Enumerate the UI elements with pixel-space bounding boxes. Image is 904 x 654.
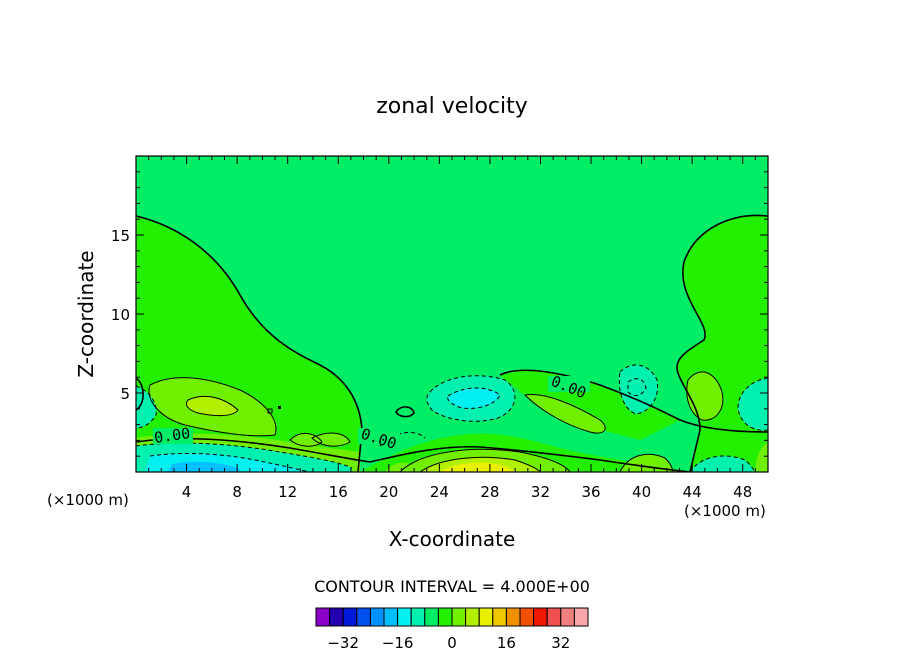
contour-line-neg-edge-left — [136, 385, 157, 429]
colorbar-swatch — [465, 607, 480, 627]
y-axis-ticks: 5 10 15 — [111, 171, 768, 457]
field-region-pos12-left — [186, 396, 238, 416]
x-tick-label: 44 — [683, 483, 702, 501]
contour-line-neg-right — [618, 364, 659, 415]
x-axis-label: X-coordinate — [389, 527, 516, 551]
colorbar-tick-label: 32 — [551, 634, 570, 652]
colorbar-tick-label: −16 — [382, 634, 414, 652]
field-region-bottom-right-pos8 — [620, 454, 673, 472]
contour-line-pos-left-inner — [185, 395, 239, 417]
colorbar-swatch — [478, 607, 494, 627]
contour-label-bg-1 — [358, 428, 400, 444]
colorbar-swatch — [546, 607, 562, 627]
colorbar-swatch — [356, 607, 371, 627]
colorbar-swatch — [505, 607, 521, 627]
x-tick-label: 4 — [182, 483, 192, 501]
x-tick-label: 16 — [329, 483, 348, 501]
contour-label-bg-0 — [153, 428, 193, 444]
x-unit-note-right: (×1000 m) — [684, 502, 766, 520]
field-region-bottom-right-neg4 — [690, 456, 754, 472]
colorbar-swatch — [410, 607, 426, 627]
field-region-neg4-edge-left — [136, 386, 157, 428]
field-region-bottom-left-neg12 — [168, 461, 241, 472]
contour-line-zero-eddy-small — [395, 406, 415, 418]
field-region-neg4-right — [619, 365, 658, 414]
marker-small-b — [278, 406, 281, 409]
colorbar-swatch — [329, 607, 344, 627]
contour-line-zero-ridge — [499, 369, 768, 433]
y-tick-label: 10 — [111, 306, 130, 324]
y-axis-label: Z-coordinate — [74, 250, 98, 377]
x-tick-label: 36 — [581, 483, 600, 501]
contour-interval-text: CONTOUR INTERVAL = 4.000E+00 — [314, 577, 590, 596]
contour-line-pos-bottom-center-inner — [419, 456, 541, 472]
field-region-center-ridge — [500, 370, 680, 440]
x-tick-label: 40 — [632, 483, 651, 501]
contour-lines-positive — [148, 371, 724, 472]
contour-line-pos-small-b — [311, 432, 351, 447]
contour-line-zero-left — [136, 215, 363, 472]
x-axis-ticks: 4 8 12 16 20 24 28 32 36 40 44 48 — [148, 156, 756, 501]
colorbar-tick-label: −32 — [327, 634, 359, 652]
field-region-neg4-edge-right — [738, 378, 768, 431]
x-tick-label: 20 — [379, 483, 398, 501]
contour-line-zero-lower — [136, 437, 691, 472]
x-tick-label: 12 — [278, 483, 297, 501]
contour-line-neg-bottom-right — [689, 455, 755, 472]
y-tick-label: 5 — [120, 385, 130, 403]
contour-label-bg-2 — [548, 376, 590, 392]
field-region-pos8-ridge — [525, 394, 606, 434]
y-tick-label: 15 — [111, 227, 130, 245]
contour-line-neg-center — [426, 375, 516, 422]
field-region-neg8-center — [447, 388, 500, 409]
contour-line-zero-right — [676, 214, 768, 472]
colorbar-swatch — [533, 607, 548, 627]
contour-lines-zero — [136, 214, 768, 472]
colorbar-swatch — [424, 607, 439, 627]
contour-line-pos-bottom-right — [619, 453, 673, 472]
field-region-bottom-center-pos16 — [440, 462, 514, 472]
colorbar-swatch — [519, 607, 535, 627]
x-tick-label: 8 — [232, 483, 242, 501]
colorbar-swatch — [369, 607, 385, 627]
colorbar-swatch — [573, 607, 589, 627]
contour-field: 0.00 0.00 0.00 — [136, 156, 768, 472]
chart-title: zonal velocity — [376, 94, 528, 119]
contour-line-pos-left — [148, 377, 277, 437]
colorbar-swatch — [383, 607, 399, 627]
contour-line-pos-ridge — [523, 394, 606, 434]
colorbar-swatch — [560, 607, 575, 627]
x-tick-label: 24 — [430, 483, 449, 501]
field-region-bottom-right-edge — [755, 442, 768, 472]
x-tick-label: 28 — [480, 483, 499, 501]
colorbar-swatch — [437, 607, 453, 627]
colorbar-swatch — [342, 607, 358, 627]
contour-line-neg-center-inner — [447, 387, 501, 409]
contour-label-0: 0.00 — [153, 424, 191, 447]
colorbar-ticks: −32 −16 0 16 32 — [327, 634, 570, 652]
colorbar-swatch — [315, 607, 331, 627]
x-unit-note-left: (×1000 m) — [47, 491, 129, 509]
x-tick-label: 48 — [733, 483, 752, 501]
contour-line-neg-right-inner — [627, 378, 647, 396]
contour-line-zero-eddy-edge — [136, 377, 144, 411]
colorbar — [315, 607, 589, 627]
marker-small-a — [267, 408, 273, 414]
x-tick-label: 32 — [531, 483, 550, 501]
colorbar-swatch — [451, 607, 467, 627]
contour-line-pos-bottom-center — [399, 448, 571, 472]
colorbar-swatch — [492, 607, 507, 627]
colorbar-tick-label: 16 — [497, 634, 516, 652]
contour-line-neg-bottom-left-inner — [149, 452, 311, 472]
colorbar-tick-label: 0 — [447, 634, 457, 652]
contour-line-pos-right — [686, 371, 724, 421]
colorbar-swatch — [397, 607, 412, 627]
contour-line-pos-small-a — [289, 433, 323, 447]
